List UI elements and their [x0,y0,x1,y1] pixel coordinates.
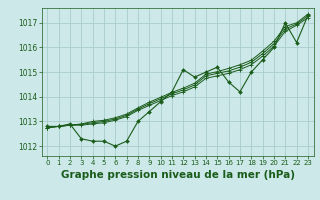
X-axis label: Graphe pression niveau de la mer (hPa): Graphe pression niveau de la mer (hPa) [60,170,295,180]
